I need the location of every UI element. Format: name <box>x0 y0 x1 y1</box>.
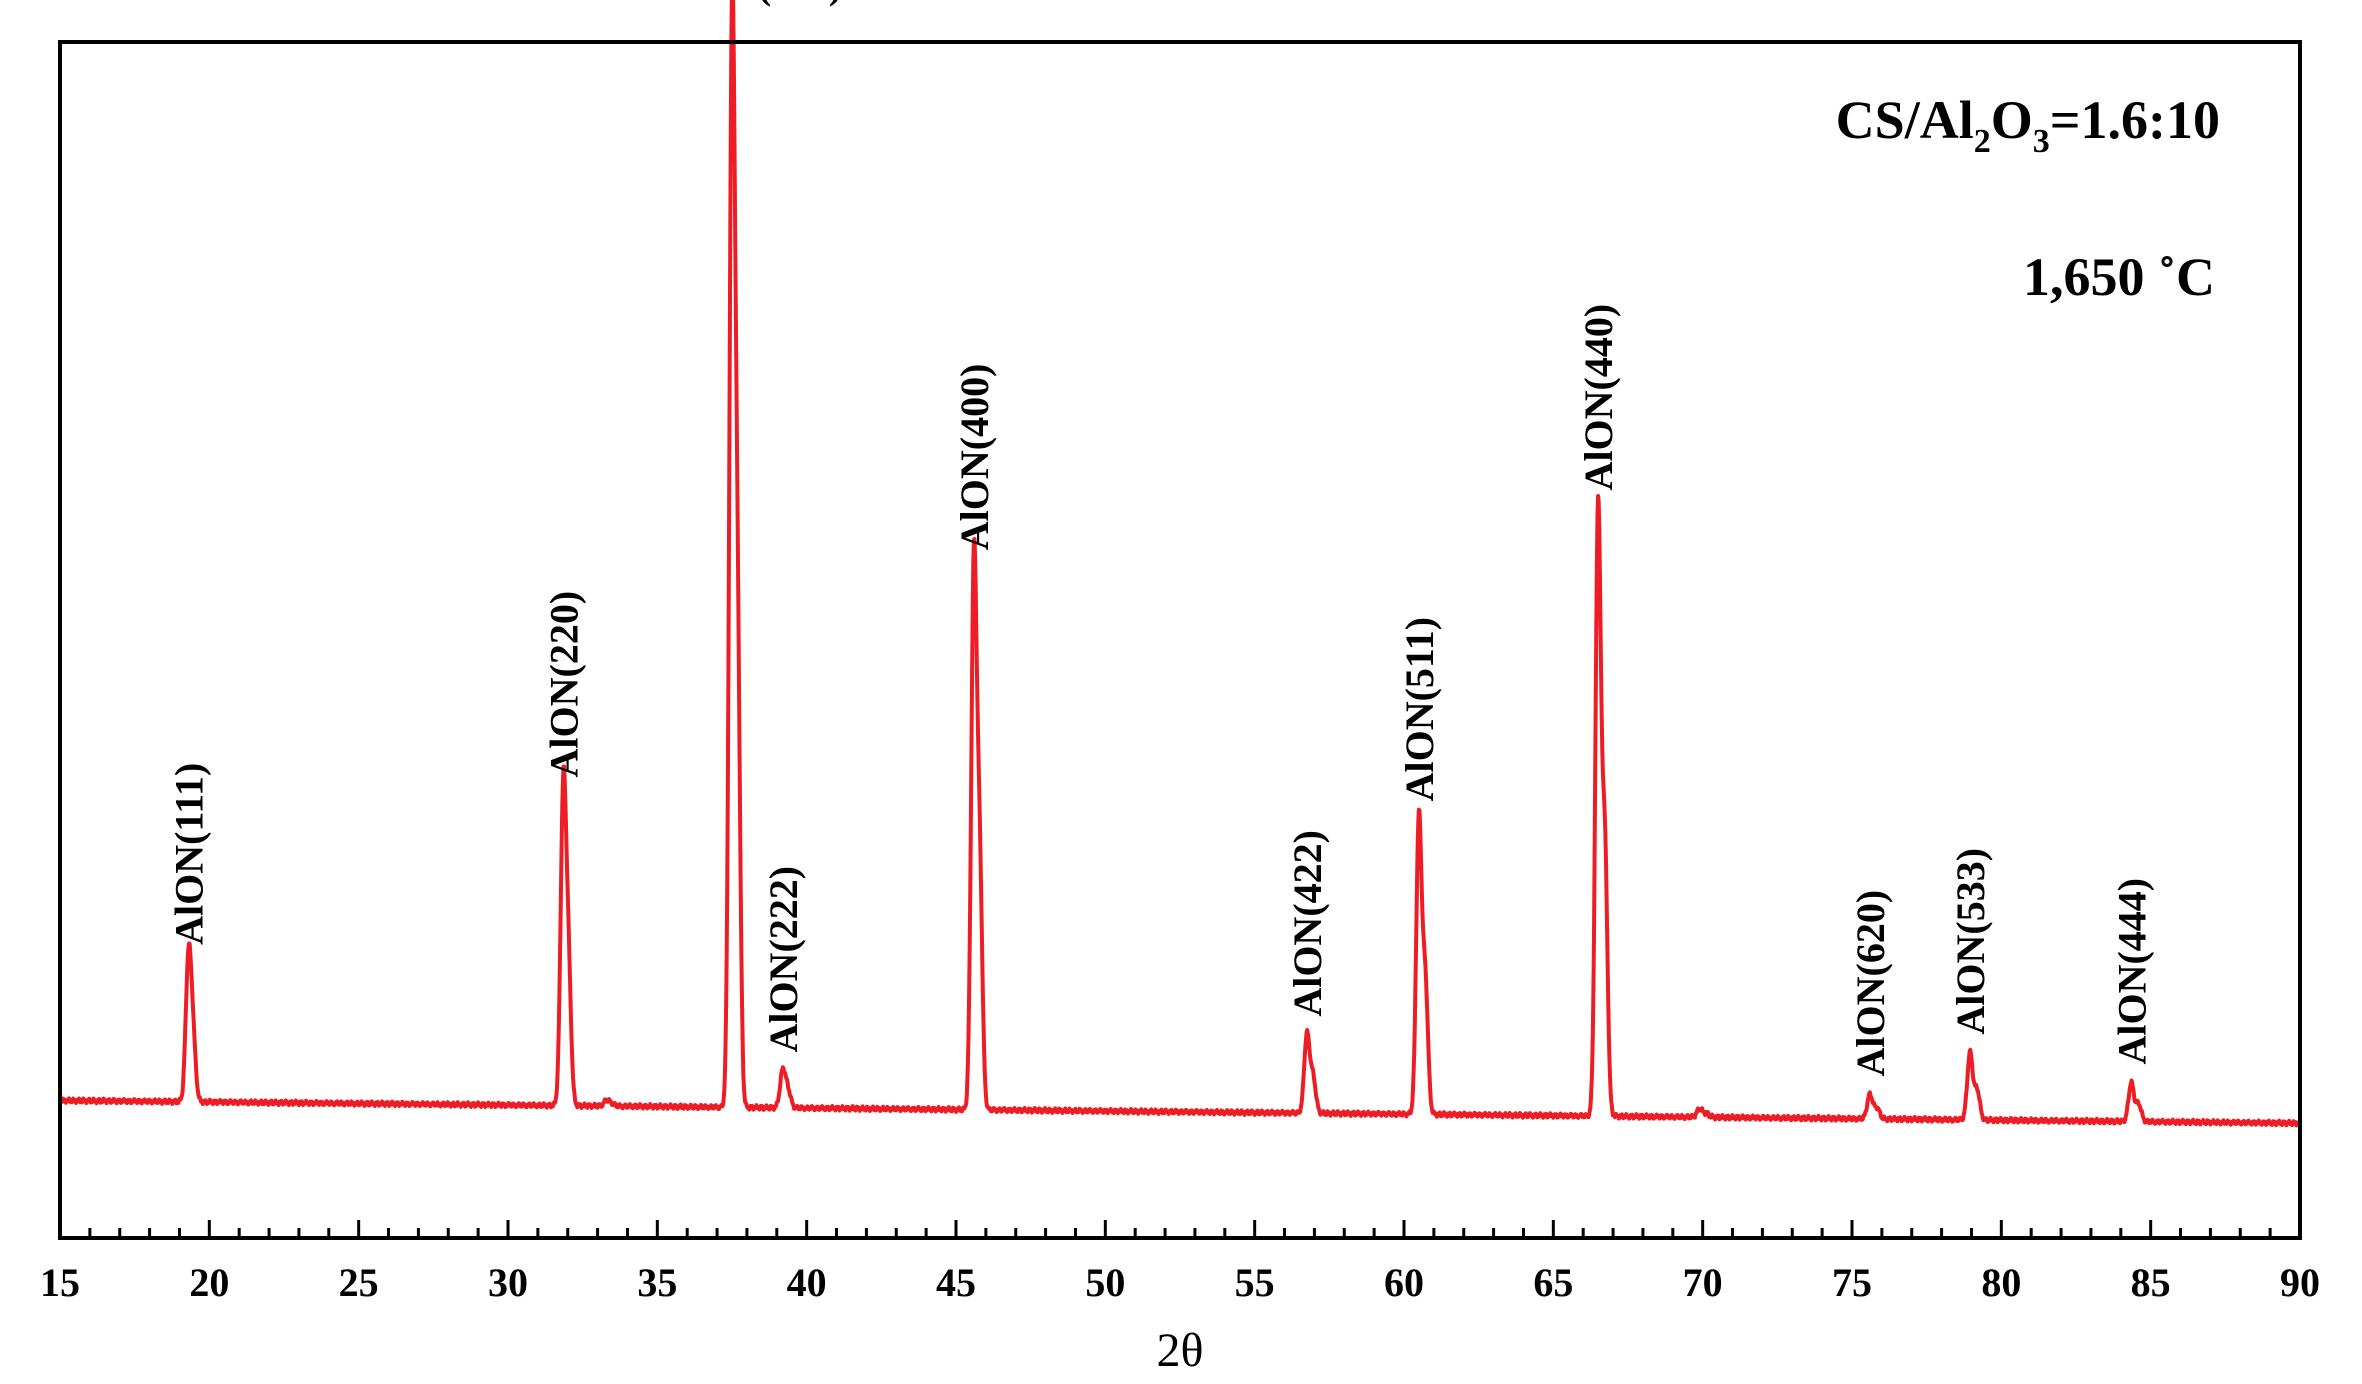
x-tick-label: 45 <box>936 1260 976 1305</box>
x-tick-label: 65 <box>1533 1260 1573 1305</box>
ratio-prefix: CS/Al <box>1836 90 1974 150</box>
ratio-sub1: 2 <box>1974 123 1991 160</box>
plot-frame <box>58 40 2302 1240</box>
x-tick-label: 20 <box>189 1260 229 1305</box>
temperature-annotation: 1,650 ˚C <box>2023 247 2215 307</box>
x-tick-label: 25 <box>339 1260 379 1305</box>
x-tick-label: 60 <box>1384 1260 1424 1305</box>
peak-label: AlON(400) <box>952 364 997 551</box>
x-tick-label: 70 <box>1683 1260 1723 1305</box>
x-tick-label: 15 <box>40 1260 80 1305</box>
x-tick-label: 30 <box>488 1260 528 1305</box>
peak-label: AlON(422) <box>1285 830 1330 1017</box>
ratio-suffix: =1.6:10 <box>2050 90 2220 150</box>
spectrum-line <box>58 0 2302 1128</box>
x-tick-label: 75 <box>1832 1260 1872 1305</box>
x-axis-tick-labels: 15 20 25 30 35 40 45 50 55 60 65 70 75 80 85 90 <box>40 1260 2320 1305</box>
x-tick-label: 55 <box>1235 1260 1275 1305</box>
x-tick-label: 50 <box>1085 1260 1125 1305</box>
ratio-mid: O <box>1991 90 2033 150</box>
peak-label: AlON(440) <box>1576 304 1621 491</box>
x-tick-label: 40 <box>787 1260 827 1305</box>
peak-label: AlON(620) <box>1848 890 1893 1077</box>
x-tick-label: 90 <box>2280 1260 2320 1305</box>
x-tick-label: 80 <box>1981 1260 2021 1305</box>
peak-label: AlON(511) <box>1397 617 1442 801</box>
x-axis-ticks <box>58 1220 2302 1238</box>
x-tick-label: 85 <box>2131 1260 2171 1305</box>
peak-labels: AlON(111) AlON(220) AlON(311) AlON(222) AlON… <box>166 0 2154 1076</box>
ratio-sub2: 3 <box>2033 123 2050 160</box>
plot-area <box>58 0 2302 1128</box>
x-axis-label: 2θ <box>1157 1324 1204 1377</box>
peak-label: AlON(533) <box>1948 848 1993 1035</box>
peak-label: AlON(222) <box>761 866 806 1053</box>
x-tick-label: 35 <box>637 1260 677 1305</box>
ratio-annotation: CS/Al2O3=1.6:10 <box>1836 90 2220 160</box>
peak-label: AlON(111) <box>166 763 211 945</box>
peak-label: AlON(311) <box>658 0 842 7</box>
peak-label: AlON(220) <box>541 591 586 778</box>
peak-label: AlON(444) <box>2109 878 2154 1065</box>
